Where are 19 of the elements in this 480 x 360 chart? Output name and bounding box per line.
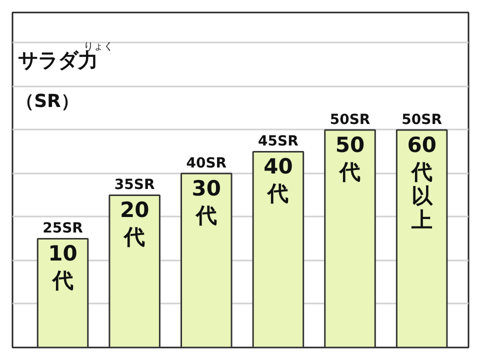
x-tick-label: 30代 [192, 176, 222, 228]
bar [324, 129, 376, 348]
x-tick-label: 40代 [264, 154, 293, 206]
bar [36, 238, 89, 348]
data-label: 40SR [186, 155, 227, 172]
bar [180, 172, 232, 348]
x-tick-label: 50代 [335, 132, 365, 184]
data-label: 50SR [402, 112, 442, 128]
data-label: 45SR [258, 134, 299, 150]
bar [108, 194, 160, 348]
x-tick-label: 10代 [48, 242, 78, 293]
x-tick-label: 60代以上 [407, 132, 436, 232]
data-label: 25SR [42, 220, 84, 237]
y-axis-title: （SR） [16, 90, 79, 112]
data-label: 50SR [330, 112, 370, 128]
x-tick-label: 20代 [120, 198, 150, 250]
data-label: 35SR [114, 177, 155, 194]
bar [396, 129, 448, 348]
bar [252, 150, 304, 348]
